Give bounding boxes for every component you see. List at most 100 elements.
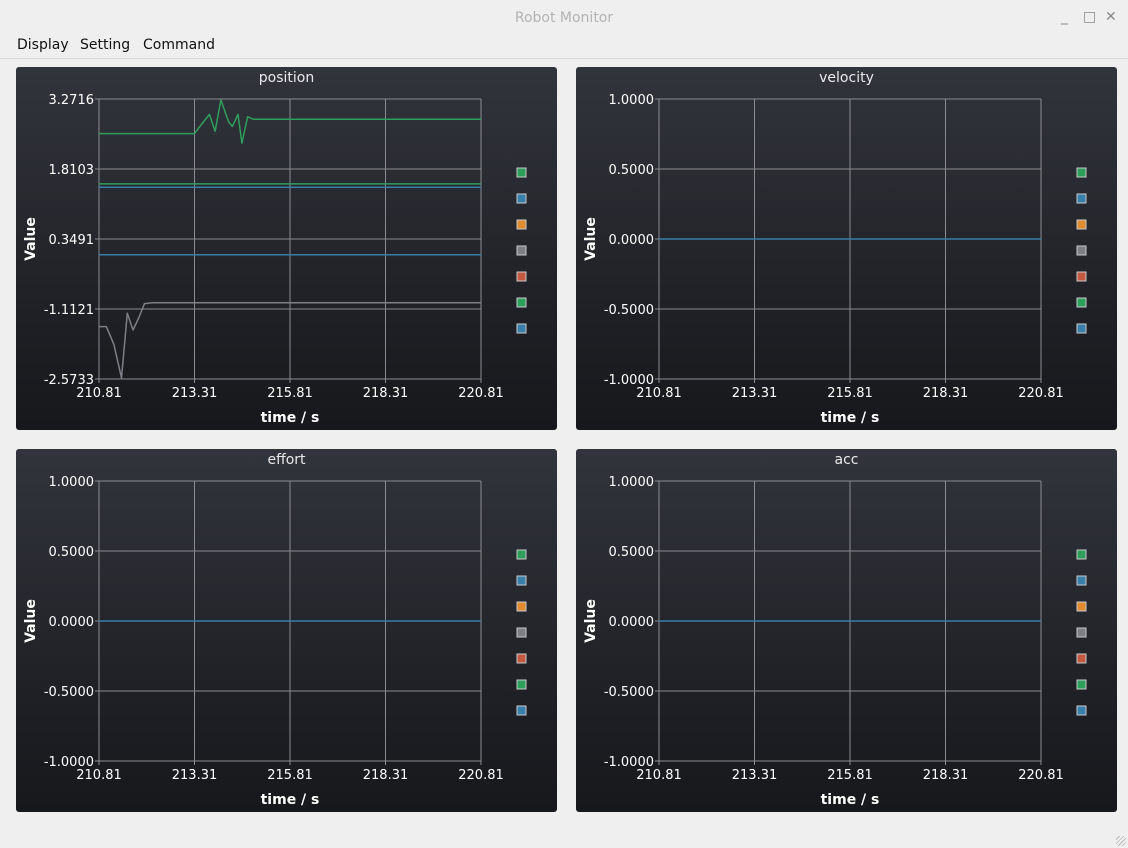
chart-title: effort xyxy=(267,452,306,468)
velocity-chart-panel: velocity 210.81 213.31 215.81 218.31 220.81 1… xyxy=(576,67,1117,430)
x-tick-label: 215.81 xyxy=(267,768,313,783)
effort-chart-panel: effort 210.81 213.31 215.81 218.31 220.81 1.0… xyxy=(16,449,557,812)
legend-marker xyxy=(516,167,527,178)
legend-marker xyxy=(1076,193,1087,204)
legend-marker xyxy=(516,575,527,586)
series-line xyxy=(99,99,481,144)
position-chart: 210.81 213.31 215.81 218.31 220.81 3.2716 1.81… xyxy=(23,93,527,426)
x-tick-label: 220.81 xyxy=(1018,768,1064,783)
x-tick-label: 213.31 xyxy=(732,768,778,783)
acc-chart-panel: acc 210.81 213.31 215.81 218.31 220.81 1.0000… xyxy=(576,449,1117,812)
x-tick-label: 210.81 xyxy=(76,386,122,401)
series-line xyxy=(99,301,481,379)
legend-marker xyxy=(516,193,527,204)
y-tick-label: 0.5000 xyxy=(609,545,655,560)
close-button[interactable]: ✕ xyxy=(1105,9,1117,25)
y-tick-label: -0.5000 xyxy=(604,685,654,700)
velocity-chart: 210.81 213.31 215.81 218.31 220.81 1.0000 0.50… xyxy=(583,93,1087,426)
legend-marker xyxy=(516,271,527,282)
x-tick-label: 210.81 xyxy=(636,386,682,401)
legend-marker xyxy=(516,219,527,230)
x-tick-label: 215.81 xyxy=(827,386,873,401)
y-axis-label: Value xyxy=(583,599,599,643)
resize-grip[interactable] xyxy=(1116,836,1126,846)
legend-marker xyxy=(1076,167,1087,178)
x-tick-label: 220.81 xyxy=(458,768,504,783)
legend-marker xyxy=(516,679,527,690)
chart-title: velocity xyxy=(819,70,874,86)
title-bar: Robot Monitor _ □ ✕ xyxy=(0,0,1128,34)
x-tick-label: 218.31 xyxy=(923,386,969,401)
x-tick-label: 218.31 xyxy=(363,386,409,401)
x-tick-label: 215.81 xyxy=(827,768,873,783)
chart-title: position xyxy=(258,70,315,86)
legend-marker xyxy=(516,245,527,256)
y-tick-label: -1.0000 xyxy=(604,755,654,770)
legend-marker xyxy=(1076,575,1087,586)
x-tick-label: 218.31 xyxy=(363,768,409,783)
y-tick-label: -0.5000 xyxy=(44,685,94,700)
legend-marker xyxy=(516,601,527,612)
legend-marker xyxy=(1076,549,1087,560)
x-axis-label: time / s xyxy=(261,792,320,808)
y-tick-label: 1.0000 xyxy=(49,475,95,490)
menu-setting[interactable]: Setting xyxy=(80,37,131,53)
y-tick-label: 0.5000 xyxy=(49,545,95,560)
position-chart-panel: position 210.81 213.31 215.81 218.31 220.81 3… xyxy=(16,67,557,430)
x-tick-label: 215.81 xyxy=(267,386,313,401)
legend-marker xyxy=(516,627,527,638)
y-tick-label: 1.0000 xyxy=(609,475,655,490)
legend-marker xyxy=(516,549,527,560)
y-axis-label: Value xyxy=(583,217,599,261)
y-axis-label: Value xyxy=(23,217,39,261)
legend-marker xyxy=(516,323,527,334)
y-tick-label: 1.8103 xyxy=(49,163,95,178)
acc-chart: 210.81 213.31 215.81 218.31 220.81 1.0000 0.50… xyxy=(583,475,1087,808)
x-axis-label: time / s xyxy=(261,410,320,426)
x-tick-label: 213.31 xyxy=(172,386,218,401)
y-tick-label: -1.1121 xyxy=(44,303,94,318)
x-axis-label: time / s xyxy=(821,410,880,426)
x-axis-label: time / s xyxy=(821,792,880,808)
legend-marker xyxy=(516,705,527,716)
x-tick-label: 218.31 xyxy=(923,768,969,783)
legend-marker xyxy=(1076,705,1087,716)
y-axis-label: Value xyxy=(23,599,39,643)
legend-marker xyxy=(516,297,527,308)
menu-bar: Display Setting Command xyxy=(0,34,1128,59)
y-tick-label: 0.0000 xyxy=(609,233,655,248)
menu-display[interactable]: Display xyxy=(17,37,69,53)
legend-marker xyxy=(1076,679,1087,690)
legend-marker xyxy=(1076,245,1087,256)
menu-command[interactable]: Command xyxy=(143,37,215,53)
chart-title: acc xyxy=(834,452,859,468)
y-tick-label: 3.2716 xyxy=(49,93,95,108)
legend-marker xyxy=(1076,323,1087,334)
y-tick-label: -0.5000 xyxy=(604,303,654,318)
y-tick-label: 0.0000 xyxy=(609,615,655,630)
legend-marker xyxy=(516,653,527,664)
x-tick-label: 213.31 xyxy=(172,768,218,783)
legend-marker xyxy=(1076,219,1087,230)
y-tick-label: 0.5000 xyxy=(609,163,655,178)
x-tick-label: 220.81 xyxy=(458,386,504,401)
maximize-button[interactable]: □ xyxy=(1083,9,1097,25)
minimize-button[interactable]: _ xyxy=(1061,9,1068,25)
legend-marker xyxy=(1076,271,1087,282)
legend-marker xyxy=(1076,297,1087,308)
x-tick-label: 213.31 xyxy=(732,386,778,401)
legend-marker xyxy=(1076,601,1087,612)
window-title: Robot Monitor xyxy=(514,10,614,26)
y-tick-label: -1.0000 xyxy=(44,755,94,770)
y-tick-label: -1.0000 xyxy=(604,373,654,388)
x-tick-label: 220.81 xyxy=(1018,386,1064,401)
y-tick-label: 0.3491 xyxy=(49,233,95,248)
legend-marker xyxy=(1076,653,1087,664)
legend-marker xyxy=(1076,627,1087,638)
x-tick-label: 210.81 xyxy=(636,768,682,783)
y-tick-label: -2.5733 xyxy=(44,373,94,388)
y-tick-label: 1.0000 xyxy=(609,93,655,108)
y-tick-label: 0.0000 xyxy=(49,615,95,630)
x-tick-label: 210.81 xyxy=(76,768,122,783)
effort-chart: 210.81 213.31 215.81 218.31 220.81 1.0000 0.50… xyxy=(23,475,527,808)
